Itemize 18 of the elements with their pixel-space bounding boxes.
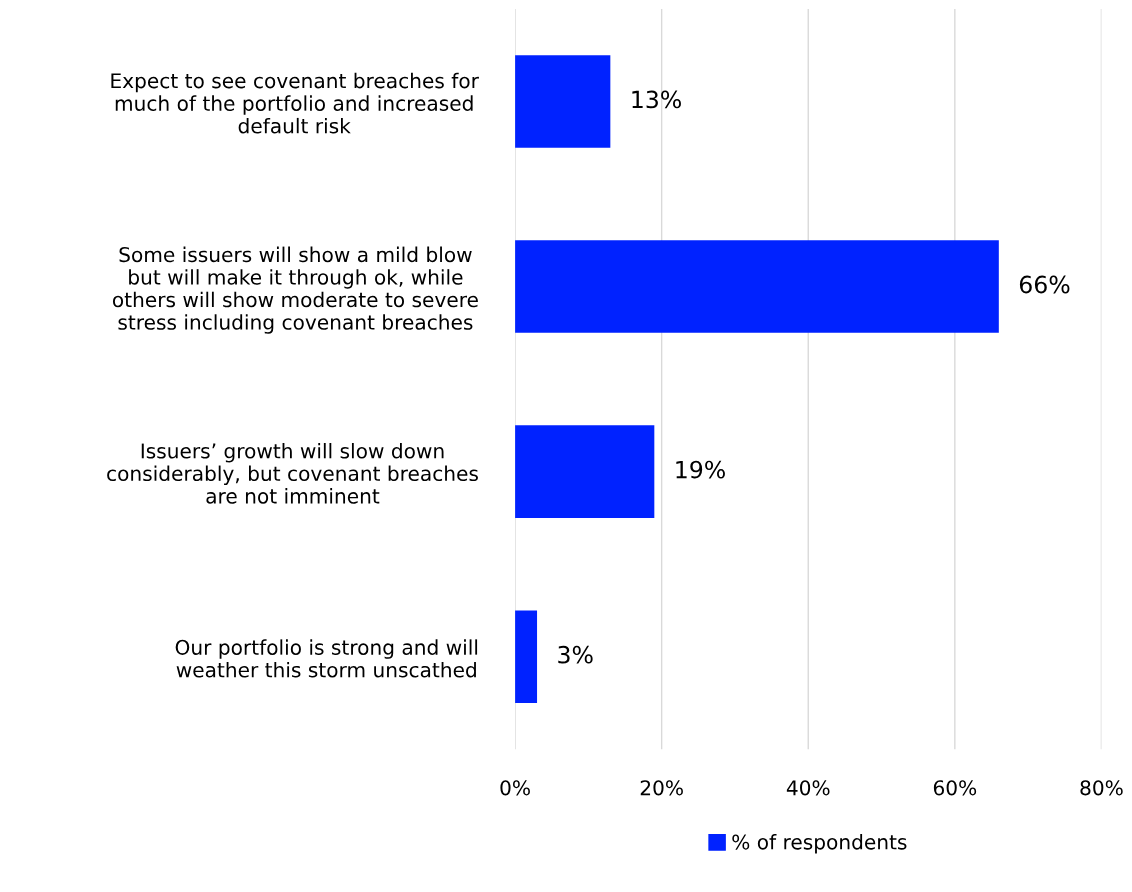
bar [515, 240, 999, 333]
y-tick-label: Issuers’ growth will slow down considerably, but covenant breaches are not imminent [107, 442, 478, 504]
data-label: 3% [558, 645, 593, 664]
legend-label: % of respondents [732, 834, 907, 854]
y-tick-label: Some issuers will show a mild blow but will make it through ok, while others will show moderate to severe stress including covenant breaches [112, 246, 478, 334]
bar [515, 425, 655, 518]
x-tick-label: 40% [786, 780, 830, 796]
data-label: 13% [632, 90, 681, 109]
data-label: 19% [676, 460, 725, 479]
bar [515, 55, 611, 148]
x-tick-label: 60% [933, 780, 977, 796]
x-tick-label: 20% [640, 780, 683, 796]
y-tick-label: Expect to see covenant breaches for much of the portfolio and increased default risk [111, 72, 479, 134]
bar [515, 610, 538, 704]
x-tick-label: 80% [1080, 780, 1123, 796]
x-tick-label: 0% [500, 780, 530, 796]
data-label: 66% [1019, 275, 1070, 294]
y-tick-label: Our portfolio is strong and will weather this storm unscathed [175, 639, 478, 678]
